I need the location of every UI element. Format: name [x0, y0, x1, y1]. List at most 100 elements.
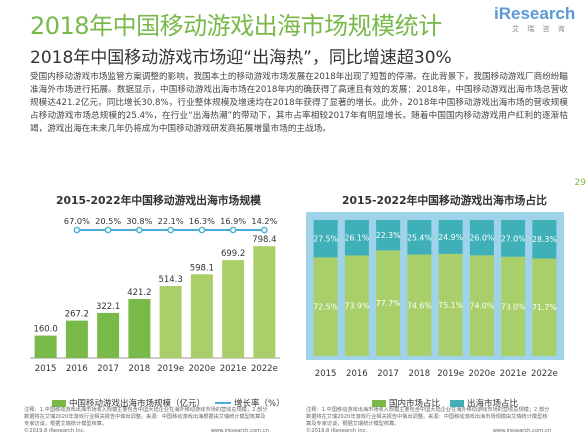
bar-label-2017: 322.1 [96, 302, 120, 312]
x-tick-2020e: 2020e [188, 364, 215, 374]
overseas-bar-2021e [501, 220, 526, 257]
domestic-bar-2021e [501, 256, 526, 356]
overseas-label-2019e: 24.9% [438, 233, 463, 242]
x-tick-2017: 2017 [97, 364, 119, 374]
right-x-tick-2019e: 2019e [437, 369, 464, 379]
page-subtitle: 2018年中国移动游戏市场迎“出海热”，同比增速超30% [30, 48, 452, 68]
legend-domestic-label: 国内市场占比 [389, 399, 441, 409]
growth-label-2016: 67.0% [64, 216, 90, 226]
right-note: 注释：1.中国移动游戏出海市场收入规模主要包含中国大陆企业在海外移动游戏市场的营… [306, 407, 551, 435]
legend-overseas-swatch [450, 399, 465, 407]
domestic-label-2016: 73.9% [344, 302, 369, 311]
right-x-tick-2016: 2016 [346, 369, 368, 379]
legend-overseas-label: 出海市场占比 [467, 399, 519, 409]
growth-label-2019e: 22.1% [158, 216, 184, 226]
legend-domestic-swatch [372, 399, 386, 407]
legend-bar-swatch [52, 399, 66, 407]
overseas-label-2015: 27.5% [313, 235, 338, 244]
overseas-label-2017: 22.3% [376, 231, 401, 240]
x-tick-2022e: 2022e [251, 364, 278, 374]
bar-2018 [128, 299, 151, 358]
right-x-tick-2018: 2018 [409, 369, 431, 379]
overseas-label-2016: 26.1% [344, 234, 369, 243]
growth-label-2020e: 16.3% [189, 216, 215, 226]
domestic-label-2022e: 71.7% [532, 303, 557, 312]
left-chart-svg: 160.0 2015 267.2 2016 322.1 2017 421.2 2018 514.… [30, 216, 280, 374]
domestic-bar-2018 [407, 254, 432, 356]
right-chart: 72.5% 27.5% 2015 73.9% 26.1% 2016 77.7% 22.3% 20… [300, 208, 568, 402]
bar-label-2021e: 699.2 [221, 249, 245, 259]
bar-label-2022e: 798.4 [252, 235, 276, 245]
growth-point-2022e [261, 226, 268, 234]
x-tick-2019e: 2019e [157, 364, 184, 374]
right-legend: 国内市场占比 出海市场占比 [372, 397, 518, 409]
bar-2020e [190, 274, 213, 358]
right-note-text: 注释：1.中国移动游戏出海市场收入规模主要包含中国大陆企业在海外移动游戏市场的营… [306, 407, 550, 427]
overseas-bar-2015 [313, 220, 338, 258]
left-chart-title: 2015-2022年中国移动游戏出海市场规模 [56, 194, 261, 207]
right-chart-svg: 72.5% 27.5% 2015 73.9% 26.1% 2016 77.7% 22.3% 20… [306, 212, 564, 379]
domestic-label-2018: 74.6% [407, 301, 432, 310]
growth-label-2017: 20.5% [95, 216, 121, 226]
overseas-bar-2019e [438, 220, 463, 254]
domestic-label-2020e: 74.0% [469, 302, 494, 311]
bar-2016 [65, 320, 88, 358]
overseas-label-2020e: 26.0% [469, 234, 494, 243]
bar-label-2019e: 514.3 [158, 275, 182, 285]
logo-sub: 艾 瑞 咨 询 [512, 25, 568, 33]
growth-point-2017 [104, 226, 112, 234]
domestic-label-2019e: 75.1% [438, 301, 463, 310]
overseas-bar-2016 [344, 220, 369, 256]
domestic-label-2015: 72.5% [313, 303, 338, 312]
right-copyright: ©2019.8 iResearch Inc. [306, 428, 368, 434]
overseas-label-2021e: 27.0% [501, 234, 526, 243]
x-tick-2016: 2016 [66, 364, 88, 374]
bar-2021e [222, 260, 245, 358]
domestic-bar-2017 [376, 250, 401, 356]
bar-label-2016: 267.2 [65, 310, 89, 320]
growth-point-2018 [136, 226, 143, 234]
overseas-bar-2017 [376, 220, 401, 251]
right-x-tick-2017: 2017 [377, 369, 399, 379]
growth-point-2021e [229, 226, 237, 234]
overseas-bar-2018 [407, 220, 432, 255]
legend-bar-label: 中国移动游戏出海市场规模（亿元） [69, 399, 206, 409]
domestic-bar-2019e [438, 253, 463, 356]
growth-label-2021e: 16.9% [220, 216, 246, 226]
bar-label-2020e: 598.1 [190, 263, 214, 273]
overseas-label-2022e: 28.3% [532, 235, 557, 244]
growth-label-2022e: 14.2% [251, 216, 277, 226]
right-x-tick-2015: 2015 [315, 369, 337, 379]
domestic-label-2017: 77.7% [376, 299, 401, 308]
left-chart: 160.0 2015 267.2 2016 322.1 2017 421.2 2018 514.… [24, 208, 286, 402]
left-copyright: ©2019.8 iResearch Inc. [24, 428, 86, 434]
x-tick-2018: 2018 [129, 364, 151, 374]
domestic-bar-2020e [469, 255, 494, 356]
domestic-bar-2015 [313, 257, 338, 356]
left-legend: 中国移动游戏出海市场规模（亿元） 增长率（%） [52, 397, 285, 409]
growth-point-2020e [198, 226, 206, 234]
bar-2022e [253, 246, 276, 358]
left-note: 注释：1.中国移动游戏出海市场收入规模主要包含中国大陆企业在海外移动游戏市场的营… [24, 407, 269, 435]
right-x-tick-2021e: 2021e [500, 369, 527, 379]
overseas-bar-2020e [469, 220, 494, 256]
bar-2019e [159, 285, 182, 358]
legend-line-swatch [215, 402, 232, 404]
iresearch-logo: iResearch 艾 瑞 咨 询 [494, 4, 582, 44]
intro-paragraph: 受国内移动游戏市场监管方案调整的影响，我国本土的移动游戏市场发展在2018年出现… [30, 72, 568, 134]
domestic-bar-2022e [532, 258, 557, 356]
domestic-label-2021e: 73.0% [501, 302, 526, 311]
right-x-tick-2022e: 2022e [531, 369, 558, 379]
right-x-tick-2020e: 2020e [468, 369, 495, 379]
right-chart-title: 2015-2022年中国移动游戏出海市场占比 [342, 194, 547, 207]
page-title: 2018年中国移动游戏出海市场规模统计 [30, 12, 442, 40]
overseas-bar-2022e [532, 220, 557, 259]
bar-label-2015: 160.0 [33, 325, 57, 335]
left-website: www.iresearch.com.cn [210, 428, 269, 434]
bar-2017 [97, 312, 120, 358]
left-note-text: 注释：1.中国移动游戏出海市场收入规模主要包含中国大陆企业在海外移动游戏市场的营… [24, 407, 268, 427]
legend-line-label: 增长率（%） [234, 399, 285, 409]
growth-label-2018: 30.8% [126, 216, 152, 226]
x-tick-2015: 2015 [35, 364, 57, 374]
growth-point-2016 [73, 226, 81, 234]
